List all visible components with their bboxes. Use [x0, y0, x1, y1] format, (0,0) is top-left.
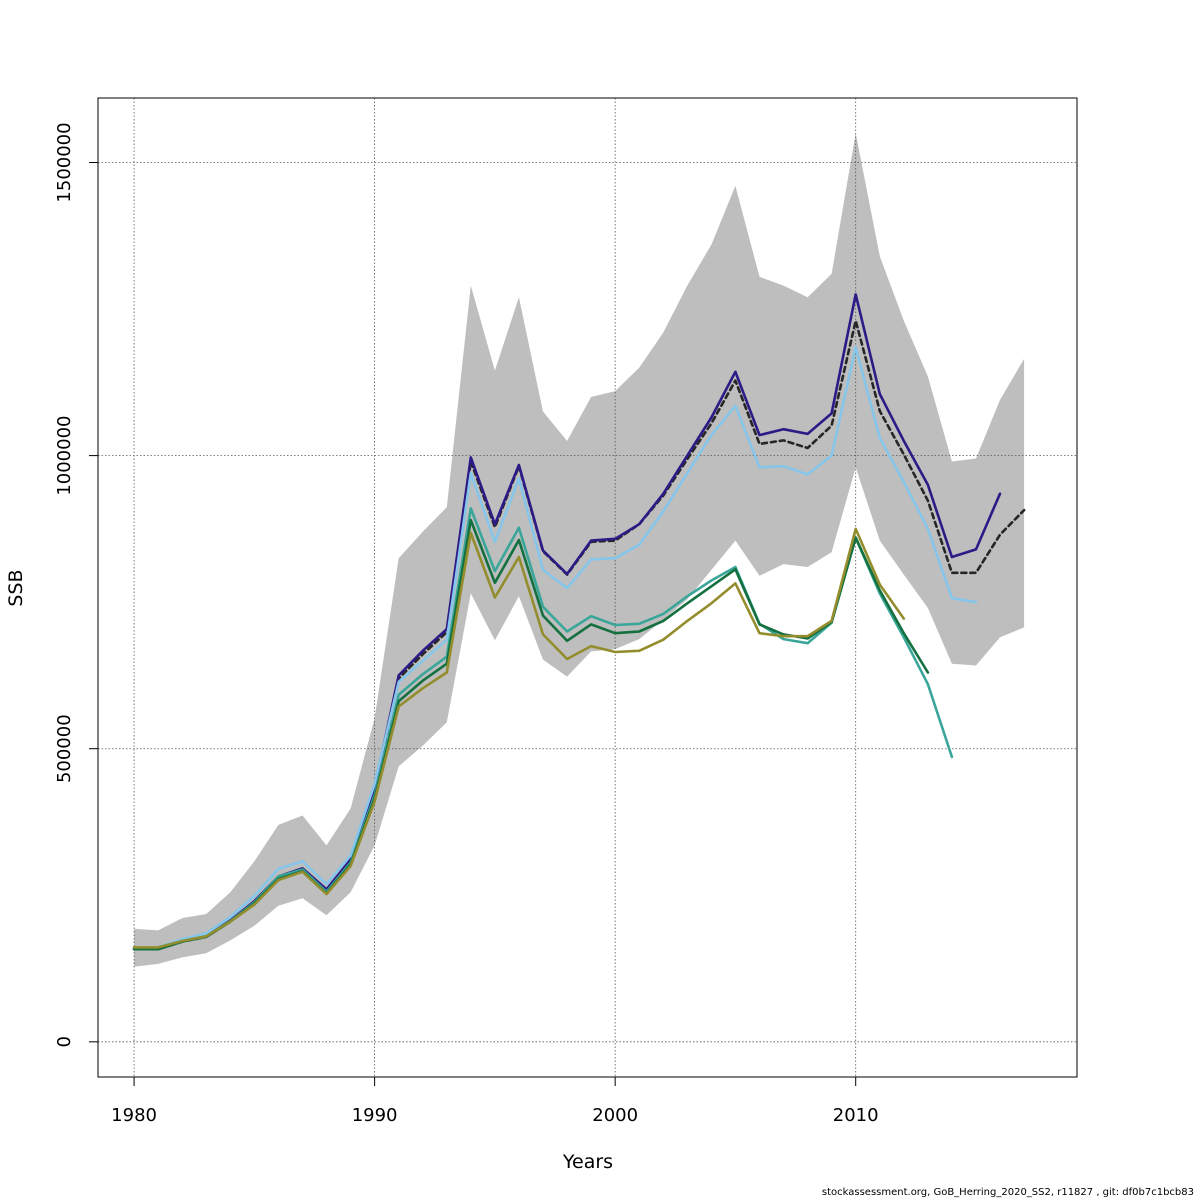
y-tick-label: 1000000	[54, 416, 75, 496]
x-axis-title: Years	[562, 1151, 613, 1173]
confidence-band-layer	[134, 133, 1025, 967]
y-tick-label: 500000	[54, 714, 75, 783]
series-layer	[132, 293, 1026, 951]
y-tick-label: 1500000	[54, 122, 75, 202]
grid-layer	[98, 98, 1077, 1077]
x-tick-label: 1990	[352, 1105, 398, 1126]
y-tick-label: 0	[54, 1036, 75, 1047]
x-tick-label: 1980	[111, 1105, 157, 1126]
series-line-6	[132, 527, 906, 949]
x-tick-label: 2010	[833, 1105, 879, 1126]
axis-layer: 1980 1990 2000 2010 0 500000 1000000 1500000	[54, 122, 879, 1126]
series-line-3	[132, 345, 978, 950]
plot-frame	[97, 97, 1078, 1078]
series-line-4	[132, 507, 954, 951]
y-axis-title: SSB	[5, 569, 27, 606]
footer-credit: stockassessment.org, GoB_Herring_2020_SS…	[821, 1187, 1194, 1198]
x-tick-label: 2000	[592, 1105, 638, 1126]
confidence-band	[134, 133, 1025, 967]
